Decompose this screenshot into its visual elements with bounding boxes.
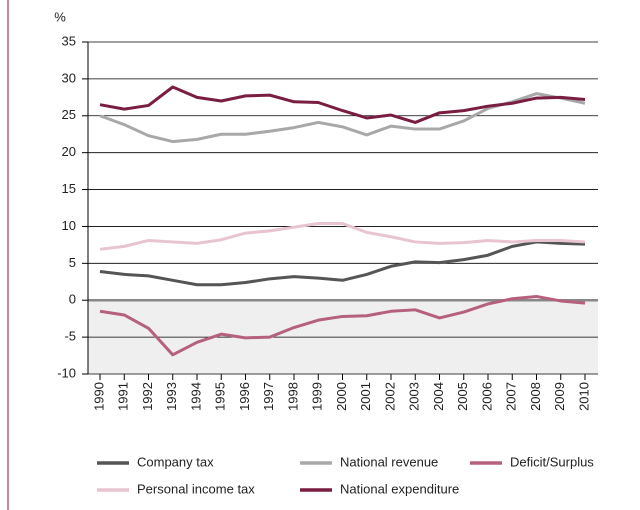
x-tick-label: 2007 — [504, 382, 519, 411]
x-tick-label: 1993 — [164, 382, 179, 411]
x-tick-label: 2002 — [382, 382, 397, 411]
y-tick-label: -10 — [57, 365, 76, 380]
legend-label: Company tax — [137, 454, 214, 469]
x-tick-label: 2001 — [358, 382, 373, 411]
x-tick-label: 2004 — [431, 382, 446, 411]
x-tick-label: 1995 — [213, 382, 228, 411]
legend-label: Deficit/Surplus — [510, 454, 594, 469]
x-tick-label: 2003 — [407, 382, 422, 411]
x-tick-label: 2006 — [479, 382, 494, 411]
x-tick-label: 1990 — [91, 382, 106, 411]
y-tick-label: 0 — [69, 292, 76, 307]
x-tick-label: 2005 — [455, 382, 470, 411]
x-tick-label: 2010 — [576, 382, 591, 411]
y-tick-label: 10 — [62, 218, 76, 233]
y-tick-label: 15 — [62, 181, 76, 196]
x-tick-label: 2009 — [552, 382, 567, 411]
legend-label: National revenue — [340, 454, 438, 469]
series-line — [99, 221, 586, 251]
x-tick-label: 1996 — [237, 382, 252, 411]
series-line — [99, 295, 586, 357]
x-tick-label: 1991 — [116, 382, 131, 411]
y-axis-label: % — [54, 9, 66, 24]
y-tick-label: 30 — [62, 70, 76, 85]
series-line — [99, 92, 586, 144]
x-tick-label: 1992 — [140, 382, 155, 411]
y-tick-label: 20 — [62, 144, 76, 159]
x-tick-label: 1994 — [188, 382, 203, 411]
x-tick-label: 1997 — [261, 382, 276, 411]
x-tick-label: 2000 — [334, 382, 349, 411]
series-line — [99, 85, 586, 124]
legend-label: National expenditure — [340, 481, 459, 496]
x-tick-label: 1999 — [310, 382, 325, 411]
y-tick-label: 25 — [62, 107, 76, 122]
legend-label: Personal income tax — [137, 481, 255, 496]
x-tick-label: 2008 — [528, 382, 543, 411]
y-tick-label: 35 — [62, 33, 76, 48]
y-tick-label: -5 — [64, 329, 76, 344]
y-tick-label: 5 — [69, 255, 76, 270]
series-line — [99, 240, 586, 287]
x-tick-label: 1998 — [285, 382, 300, 411]
